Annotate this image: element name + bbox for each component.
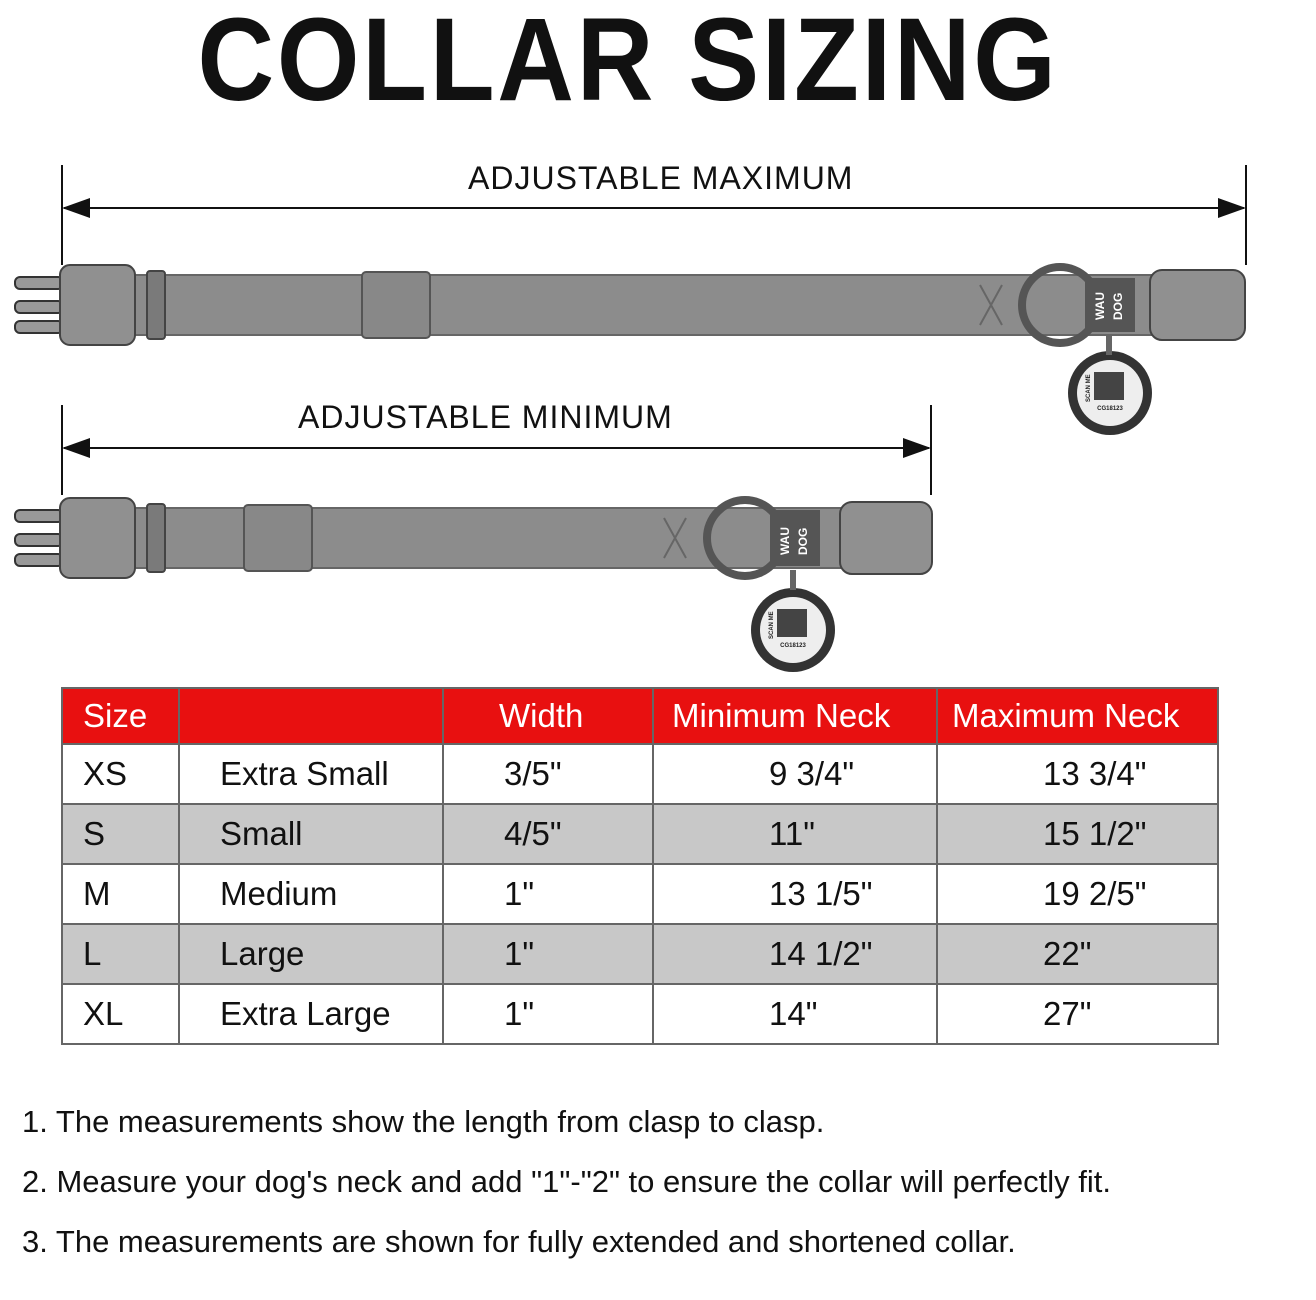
table-row: M Medium 1" 13 1/5" 19 2/5" xyxy=(61,863,1219,925)
header-name xyxy=(178,687,444,745)
max-dimension-line xyxy=(61,165,1247,265)
brand-line1: WAU xyxy=(1093,292,1107,320)
cell-min-neck: 13 1/5" xyxy=(652,863,938,925)
header-max-neck: Maximum Neck xyxy=(936,687,1219,745)
cell-size-name: Medium xyxy=(178,863,444,925)
tag-scan-me: SCAN ME xyxy=(769,611,775,639)
cell-max-neck: 19 2/5" xyxy=(936,863,1219,925)
cell-size-code: S xyxy=(61,803,180,865)
notes: 1. The measurements show the length from… xyxy=(22,1092,1111,1272)
cell-min-neck: 14 1/2" xyxy=(652,923,938,985)
brand-logo: WAU DOG WAU DOG xyxy=(778,292,1125,555)
cell-min-neck: 14" xyxy=(652,983,938,1045)
collar-maximum xyxy=(14,263,1246,435)
cell-size-code: L xyxy=(61,923,180,985)
brand-line2: DOG xyxy=(796,528,810,555)
cell-size-code: M xyxy=(61,863,180,925)
cell-width: 4/5" xyxy=(442,803,654,865)
cell-width: 3/5" xyxy=(442,743,654,805)
cell-max-neck: 13 3/4" xyxy=(936,743,1219,805)
adjustable-maximum-label: ADJUSTABLE MAXIMUM xyxy=(468,160,854,196)
size-table: Size Width Minimum Neck Maximum Neck XS E… xyxy=(61,687,1219,1045)
cell-width: 1" xyxy=(442,923,654,985)
cell-size-code: XL xyxy=(61,983,180,1045)
cell-size-name: Small xyxy=(178,803,444,865)
adjustable-minimum-label: ADJUSTABLE MINIMUM xyxy=(298,399,673,435)
table-row: L Large 1" 14 1/2" 22" xyxy=(61,923,1219,985)
note-2: 2. Measure your dog's neck and add "1"-"… xyxy=(22,1164,1111,1199)
cell-size-code: XS xyxy=(61,743,180,805)
brand-line2: DOG xyxy=(1111,293,1125,320)
cell-max-neck: 15 1/2" xyxy=(936,803,1219,865)
tag-code: CG18123 xyxy=(780,643,806,649)
min-dimension-line xyxy=(61,405,932,495)
table-row: XL Extra Large 1" 14" 27" xyxy=(61,983,1219,1045)
cell-width: 1" xyxy=(442,863,654,925)
cell-min-neck: 9 3/4" xyxy=(652,743,938,805)
cell-max-neck: 27" xyxy=(936,983,1219,1045)
tag-code: CG18123 xyxy=(1097,406,1123,412)
cell-max-neck: 22" xyxy=(936,923,1219,985)
header-min-neck: Minimum Neck xyxy=(652,687,938,745)
cell-size-name: Extra Large xyxy=(178,983,444,1045)
cell-size-name: Large xyxy=(178,923,444,985)
brand-line1: WAU xyxy=(778,527,792,555)
cell-size-name: Extra Small xyxy=(178,743,444,805)
cell-min-neck: 11" xyxy=(652,803,938,865)
note-3: 3. The measurements are shown for fully … xyxy=(22,1224,1016,1259)
table-header: Size Width Minimum Neck Maximum Neck xyxy=(61,687,1219,745)
collar-minimum xyxy=(14,496,933,672)
page-title: COLLAR SIZING xyxy=(197,0,1059,126)
cell-width: 1" xyxy=(442,983,654,1045)
table-row: S Small 4/5" 11" 15 1/2" xyxy=(61,803,1219,865)
tag-scan-me: SCAN ME xyxy=(1086,374,1092,402)
note-1: 1. The measurements show the length from… xyxy=(22,1104,825,1139)
header-size: Size xyxy=(61,687,180,745)
qr-tag-text: SCAN ME CG18123 SCAN ME CG18123 xyxy=(769,374,1124,649)
collar-illustration: WAU DOG WAU DOG SCAN ME CG18123 SCAN ME … xyxy=(14,165,1247,672)
header-width: Width xyxy=(442,687,654,745)
table-row: XS Extra Small 3/5" 9 3/4" 13 3/4" xyxy=(61,743,1219,805)
